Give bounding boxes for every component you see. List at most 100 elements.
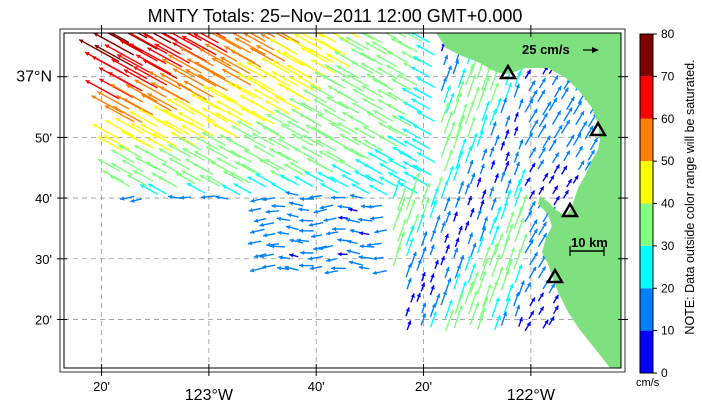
current-arrow-head [205,43,210,48]
current-arrow [337,101,360,114]
current-arrow-head [541,89,545,95]
current-arrow-shaft [219,56,251,75]
current-arrow-head [168,194,173,200]
scale-arrow: 25 cm/s [522,42,599,57]
current-arrow-shaft [274,109,299,124]
current-arrow-head [123,69,129,74]
current-arrow-head [483,216,488,222]
current-arrow-shaft [482,283,492,308]
current-arrow-head [352,89,358,93]
current-arrow-head [542,222,547,227]
current-arrow-head [487,284,492,289]
current-arrow-head [403,62,408,67]
current-arrow-head [523,194,528,200]
colorbar-unit: cm/s [636,377,660,389]
current-arrow [488,243,499,266]
current-arrow [479,225,486,242]
current-arrow-head [444,233,449,239]
current-arrow-head [202,132,207,137]
current-arrow [283,163,304,176]
current-arrow [300,196,314,202]
current-arrow-head [299,218,304,223]
current-arrow [367,204,382,209]
current-arrow [296,75,322,90]
current-arrow [513,161,520,176]
station-markers [498,63,608,284]
current-arrow-shaft [266,33,276,38]
current-arrow-head [206,119,211,124]
current-arrow-head [160,73,165,78]
current-arrow [313,161,334,173]
current-arrow [146,47,183,68]
current-arrow [403,140,423,152]
current-arrow-head [268,148,274,153]
current-arrow-head [480,163,485,169]
current-arrow [249,228,265,234]
current-arrow [370,216,384,221]
current-arrow-head [365,42,370,47]
current-arrow [361,97,384,111]
current-arrow-shaft [143,33,182,55]
current-arrow-head [360,204,365,209]
current-arrow [469,271,479,294]
current-arrow-head [227,138,233,143]
current-arrow-head [338,101,343,106]
current-arrow-head [492,108,497,114]
current-arrow [528,108,538,123]
current-arrow [300,250,314,255]
current-arrow-head [152,133,158,138]
current-arrow-head [342,112,347,116]
current-arrow-head [274,96,280,100]
current-arrow-head [255,173,260,178]
current-arrow [518,280,525,296]
current-arrow [139,183,159,195]
current-arrow-head [519,98,524,104]
current-arrow-shaft [349,33,360,38]
current-arrow-shaft [127,133,154,149]
current-arrow-head [226,111,231,116]
current-arrow [179,195,191,200]
current-arrow [416,212,425,233]
current-arrow-head [337,122,342,127]
current-arrow [360,52,383,66]
current-arrow-head [509,223,514,229]
current-arrow [253,217,267,223]
current-arrow-head [154,43,160,48]
current-arrow-head [326,97,331,101]
current-arrow-shaft [262,125,286,140]
current-arrow-head [339,37,344,42]
current-arrow-head [539,186,544,191]
current-arrow-shaft [135,156,158,170]
current-arrow-head [211,72,217,77]
current-arrow [357,217,373,222]
current-arrow-shaft [195,136,220,151]
current-arrow [163,109,192,126]
current-arrow [493,314,501,331]
current-arrow-head [467,195,472,201]
current-arrow-head [485,101,490,106]
current-arrow-head [138,19,142,23]
current-arrow-shaft [305,124,328,138]
current-arrow-shaft [514,218,524,243]
current-arrow [416,292,421,303]
current-arrow-head [514,151,519,157]
current-arrow [524,282,532,293]
current-arrow-head [94,45,100,50]
current-arrow-head [369,184,374,189]
current-arrow [349,147,370,160]
current-arrow [398,182,418,194]
current-arrow [452,92,462,115]
current-arrow-shaft [155,118,183,135]
current-arrow [343,146,364,158]
current-arrow [398,150,418,163]
current-arrow-head [529,239,534,244]
current-arrow [249,267,265,273]
current-arrow-shaft [92,123,120,140]
current-arrow [479,163,485,175]
current-arrow-head [266,114,272,118]
current-arrow-shaft [215,112,241,128]
current-arrow-head [184,81,189,85]
current-arrow-head [387,92,393,96]
current-arrow-head [250,198,255,203]
current-arrow [490,197,497,211]
